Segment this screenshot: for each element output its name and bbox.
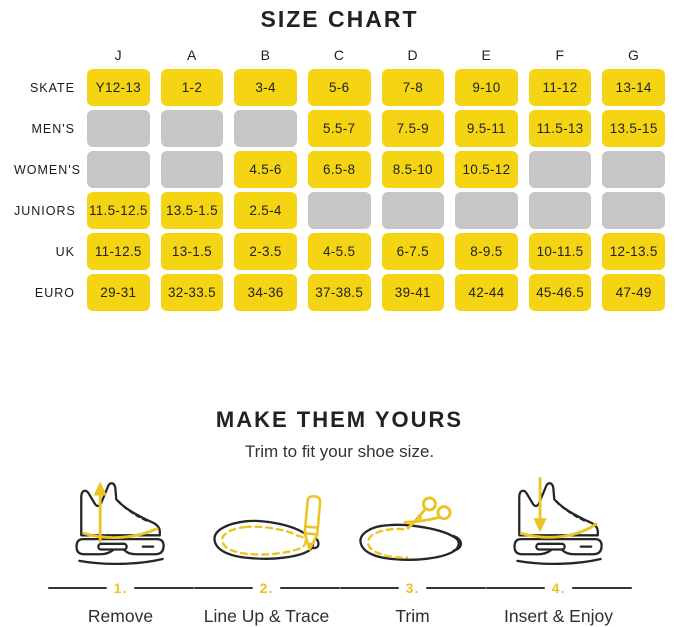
table-cell: 6.5-8 xyxy=(307,151,371,188)
table-cell: 5.5-7 xyxy=(307,110,371,147)
table-cell: Y12-13 xyxy=(87,69,150,106)
column-header-b: B xyxy=(260,47,271,63)
column-header-e: E xyxy=(481,47,492,63)
divider-segment-3: 3. xyxy=(339,580,486,596)
table-cell xyxy=(528,192,592,229)
table-cell xyxy=(602,151,665,188)
table-cell: 8-9.5 xyxy=(455,233,518,270)
step-number-4: 4. xyxy=(551,580,566,596)
table-cell xyxy=(602,192,665,229)
divider-line xyxy=(572,587,632,589)
divider-line xyxy=(280,587,340,589)
table-cell xyxy=(87,110,150,147)
table-cell: 4.5-6 xyxy=(234,151,297,188)
divider-segment-2: 2. xyxy=(193,580,340,596)
table-cell: 45-46.5 xyxy=(528,274,592,311)
step-label-insert-enjoy: Insert & Enjoy xyxy=(504,606,613,626)
table-cell xyxy=(234,110,297,147)
step-label-remove: Remove xyxy=(87,606,154,626)
table-cell xyxy=(528,151,592,188)
table-cell: 11.5-13 xyxy=(528,110,592,147)
table-cell xyxy=(307,192,371,229)
instruction-steps: 1. 2. 3. 4. Remove Line Up & Trace Trim … xyxy=(47,474,632,627)
step-labels-row: Remove Line Up & Trace Trim Insert & Enj… xyxy=(48,606,632,627)
step-number-1: 1. xyxy=(113,580,128,596)
step-number-3: 3. xyxy=(405,580,420,596)
row-label-uk: UK xyxy=(55,244,75,259)
column-header-a: A xyxy=(187,47,197,63)
table-cell: 4-5.5 xyxy=(307,233,371,270)
table-cell: 7.5-9 xyxy=(381,110,445,147)
table-cell: 12-13.5 xyxy=(602,233,665,270)
insole-scissors-icon xyxy=(340,494,486,572)
column-header-g: G xyxy=(627,47,640,63)
make-them-yours-title: MAKE THEM YOURS xyxy=(215,407,464,432)
row-label-womens: WOMEN'S xyxy=(14,162,82,177)
skate-insert-insole-icon xyxy=(486,474,632,572)
skate-remove-insole-icon xyxy=(48,474,194,572)
table-cell xyxy=(160,151,224,188)
table-cell: 11.5-12.5 xyxy=(87,192,150,229)
divider-segment-1: 1. xyxy=(47,580,194,596)
column-header-f: F xyxy=(555,47,565,63)
row-label-euro: EURO xyxy=(34,285,75,300)
table-cell: 37-38.5 xyxy=(307,274,371,311)
insole-pencil-trace-icon xyxy=(194,492,340,572)
divider-line xyxy=(485,587,545,589)
table-cell: 13-14 xyxy=(602,69,665,106)
table-cell: 1-2 xyxy=(160,69,224,106)
table-cell: 42-44 xyxy=(455,274,518,311)
step-label-trim: Trim xyxy=(395,606,430,626)
divider-line xyxy=(47,587,107,589)
table-cell: 10-11.5 xyxy=(528,233,592,270)
table-cell: 9-10 xyxy=(455,69,518,106)
table-cell: 39-41 xyxy=(381,274,445,311)
size-chart-table: J A B C D E F G SKATE Y12-13 1-2 3-4 5-6… xyxy=(14,43,665,311)
table-cell xyxy=(381,192,445,229)
table-cell: 6-7.5 xyxy=(381,233,445,270)
step-illustrations-row xyxy=(48,474,632,572)
trim-to-fit-subtitle: Trim to fit your shoe size. xyxy=(244,442,435,461)
step-divider-line: 1. 2. 3. 4. xyxy=(47,580,632,596)
row-label-skate: SKATE xyxy=(29,80,75,95)
step-label-line-up-trace: Line Up & Trace xyxy=(203,606,330,626)
table-cell xyxy=(87,151,150,188)
divider-line xyxy=(134,587,194,589)
table-cell: 2-3.5 xyxy=(234,233,297,270)
table-cell: 11-12.5 xyxy=(87,233,150,270)
table-cell: 10.5-12 xyxy=(455,151,518,188)
table-cell: 34-36 xyxy=(234,274,297,311)
size-chart-title: SIZE CHART xyxy=(260,6,419,32)
table-cell xyxy=(160,110,224,147)
table-cell: 47-49 xyxy=(602,274,665,311)
divider-line xyxy=(339,587,399,589)
row-label-juniors: JUNIORS xyxy=(14,203,76,218)
table-cell: 32-33.5 xyxy=(160,274,224,311)
divider-segment-4: 4. xyxy=(485,580,632,596)
divider-line xyxy=(193,587,253,589)
row-label-mens: MEN'S xyxy=(31,121,75,136)
divider-line xyxy=(426,587,486,589)
column-header-j: J xyxy=(114,47,123,63)
table-corner-spacer xyxy=(14,43,76,65)
table-cell: 13.5-15 xyxy=(602,110,665,147)
table-cell: 9.5-11 xyxy=(455,110,518,147)
table-cell xyxy=(455,192,518,229)
column-header-c: C xyxy=(333,47,345,63)
table-cell: 5-6 xyxy=(307,69,371,106)
table-cell: 3-4 xyxy=(234,69,297,106)
table-cell: 29-31 xyxy=(87,274,150,311)
table-cell: 11-12 xyxy=(528,69,592,106)
table-cell: 7-8 xyxy=(381,69,445,106)
table-cell: 13.5-1.5 xyxy=(160,192,224,229)
column-header-d: D xyxy=(407,47,419,63)
step-number-2: 2. xyxy=(259,580,274,596)
table-cell: 2.5-4 xyxy=(234,192,297,229)
table-cell: 13-1.5 xyxy=(160,233,224,270)
table-cell: 8.5-10 xyxy=(381,151,445,188)
